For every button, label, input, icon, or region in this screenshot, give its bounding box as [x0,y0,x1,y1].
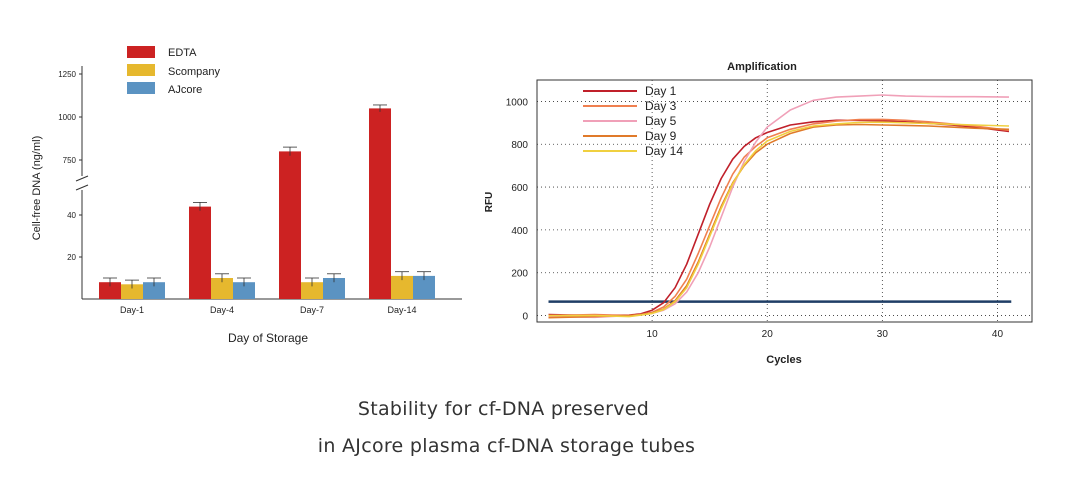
amp-ytick-800: 800 [511,140,528,151]
amp-ytick-400: 400 [511,226,528,237]
bar-ajcore-day-7 [323,278,345,299]
bar-chart: EDTA Scompany AJcore 1250 1000 750 40 20… [31,46,462,345]
amp-legend-label-day-9: Day 9 [645,129,677,143]
bar-xtick-day-14: Day-14 [387,305,416,315]
legend-label-scompany: Scompany [168,66,220,78]
amp-legend-label-day-1: Day 1 [645,84,677,98]
bar-edta-day-1 [99,282,121,299]
bar-legend: EDTA Scompany AJcore [127,46,220,96]
amp-title: Amplification [727,61,797,73]
bar-ajcore-day-4 [233,282,255,299]
caption-line-1: Stability for cf-DNA preserved [357,398,650,420]
legend-swatch-scompany [127,64,155,76]
amp-x-axis-label: Cycles [766,354,801,366]
amp-line-day-1 [548,119,1010,317]
amp-xtick-30: 30 [877,329,889,340]
bar-edta-day-4 [189,206,211,299]
amp-line-day-9 [548,123,1010,319]
bar-xtick-day-4: Day-4 [210,305,234,315]
amp-xtick-40: 40 [992,329,1004,340]
bar-scompany-day-4 [211,278,233,299]
amp-ytick-0: 0 [522,312,528,323]
bar-xtick-day-7: Day-7 [300,305,324,315]
legend-label-ajcore: AJcore [168,84,202,96]
amp-xtick-10: 10 [647,329,659,340]
legend-swatch-ajcore [127,82,155,94]
bar-scompany-day-7 [301,282,323,299]
bar-ajcore-day-14 [413,275,435,299]
bar-axis-break-mark-1 [75,175,89,182]
amp-legend-label-day-14: Day 14 [645,144,683,158]
amp-legend-label-day-3: Day 3 [645,99,677,113]
bar-ytick-1000: 1000 [58,113,76,122]
bar-xtick-day-1: Day-1 [120,305,144,315]
amp-line-day-3 [548,118,1010,317]
bar-ytick-40: 40 [67,211,76,220]
amp-ytick-600: 600 [511,183,528,194]
bar-y-axis-label: Cell-free DNA (ng/ml) [31,136,43,241]
amp-lines [548,94,1012,319]
bar-edta-day-7 [279,151,301,299]
amp-ytick-200: 200 [511,269,528,280]
bar-ytick-1250: 1250 [58,70,76,79]
amp-ytick-1000: 1000 [506,97,529,108]
bar-ytick-20: 20 [67,253,76,262]
bar-scompany-day-14 [391,275,413,299]
bar-ajcore-day-1 [143,282,165,299]
amp-legend-label-day-5: Day 5 [645,114,677,128]
amp-plot-frame [536,79,1033,323]
amp-y-axis-label: RFU [484,192,495,213]
bar-scompany-day-1 [121,284,143,299]
bar-y-ticks: 1250 1000 750 40 20 [58,70,82,262]
amplification-chart: Amplification 10 20 30 4002004006008001000 … [484,61,1033,366]
legend-swatch-edta [127,46,155,58]
bar-x-axis-label: Day of Storage [228,331,308,345]
legend-label-edta: EDTA [168,47,197,59]
bar-ytick-750: 750 [63,156,77,165]
bar-edta-day-14 [369,108,391,300]
amp-line-day-14 [548,121,1010,318]
amp-grid [537,80,1032,322]
caption-line-2: in AJcore plasma cf-DNA storage tubes [317,435,696,457]
bar-x-ticks: Day-1 Day-4 Day-7 Day-14 [120,305,417,315]
bar-marks [99,104,435,300]
bar-axis-break-mark-2 [75,184,89,191]
amp-xtick-20: 20 [762,329,774,340]
